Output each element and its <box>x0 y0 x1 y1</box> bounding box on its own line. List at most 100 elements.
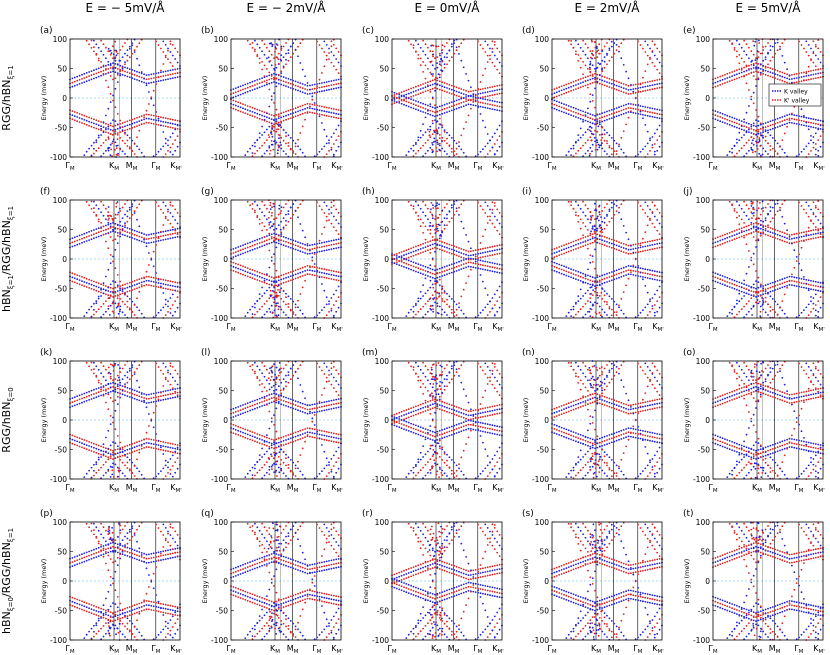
data-point <box>467 240 470 243</box>
data-point <box>793 114 796 116</box>
data-point <box>579 218 582 221</box>
data-point <box>443 270 446 272</box>
data-point <box>460 101 463 104</box>
data-point <box>486 44 489 46</box>
data-point <box>417 43 420 46</box>
data-point <box>276 56 279 59</box>
data-point <box>256 215 259 217</box>
data-point <box>453 52 456 55</box>
data-point <box>277 276 280 279</box>
data-point <box>266 68 268 70</box>
data-point <box>174 289 177 292</box>
data-point <box>311 103 314 106</box>
data-point <box>427 300 429 302</box>
data-point <box>126 49 129 51</box>
data-point <box>462 105 465 107</box>
data-point <box>97 308 100 311</box>
data-point <box>330 297 333 299</box>
data-point <box>251 106 254 109</box>
data-point <box>453 139 456 142</box>
data-point <box>436 114 439 117</box>
data-point <box>767 63 769 66</box>
data-point <box>743 61 745 63</box>
data-point <box>736 50 738 53</box>
data-point <box>268 113 271 115</box>
data-point <box>405 253 408 256</box>
data-point <box>277 239 280 242</box>
data-point <box>726 154 729 156</box>
data-point <box>306 89 309 91</box>
data-point <box>176 212 179 214</box>
data-point <box>761 134 764 137</box>
data-point <box>85 76 88 78</box>
data-point <box>116 286 119 288</box>
data-point <box>102 214 105 217</box>
data-point <box>620 86 623 89</box>
data-point <box>632 88 635 90</box>
data-point <box>268 153 271 155</box>
data-point <box>812 122 815 125</box>
data-point <box>807 117 810 120</box>
data-point <box>819 128 822 130</box>
data-point <box>733 125 736 128</box>
data-point <box>269 60 272 62</box>
data-point <box>105 224 107 227</box>
data-point <box>116 213 119 216</box>
data-point <box>328 273 330 276</box>
data-point <box>316 242 318 245</box>
data-point <box>287 306 290 308</box>
data-point <box>606 114 608 117</box>
data-point <box>788 121 791 124</box>
data-point <box>332 54 335 57</box>
data-point <box>577 87 580 90</box>
data-point <box>455 142 458 145</box>
data-point <box>249 245 251 248</box>
data-point <box>594 87 596 90</box>
data-point <box>152 265 155 268</box>
data-point <box>484 212 487 214</box>
data-point <box>100 66 102 69</box>
data-point <box>436 150 438 153</box>
data-point <box>728 119 731 122</box>
data-point <box>282 227 285 230</box>
data-point <box>119 232 122 235</box>
data-point <box>330 269 333 272</box>
data-point <box>140 80 143 83</box>
data-point <box>131 213 134 216</box>
data-point <box>271 312 274 314</box>
data-point <box>337 296 340 298</box>
data-point <box>138 148 141 151</box>
data-point <box>143 122 145 125</box>
data-point <box>613 300 616 303</box>
data-point <box>254 209 256 212</box>
data-point <box>759 122 762 125</box>
data-point <box>266 218 268 221</box>
data-point <box>608 237 611 240</box>
data-point <box>472 93 475 95</box>
data-point <box>124 142 126 145</box>
data-point <box>309 252 311 255</box>
data-point <box>465 96 467 98</box>
data-point <box>819 68 822 70</box>
data-point <box>740 120 743 122</box>
data-point <box>443 246 446 248</box>
data-point <box>152 250 155 253</box>
data-point <box>119 131 122 133</box>
data-point <box>171 143 174 145</box>
data-point <box>277 78 280 81</box>
data-point <box>470 261 472 264</box>
data-point <box>412 107 415 110</box>
data-point <box>603 240 606 242</box>
data-point <box>465 234 467 236</box>
data-point <box>316 108 318 111</box>
data-point <box>812 118 815 121</box>
data-point <box>613 108 616 110</box>
data-point <box>297 85 299 88</box>
data-point <box>553 256 556 258</box>
data-point <box>237 246 240 248</box>
data-point <box>430 201 433 204</box>
data-point <box>285 213 287 216</box>
data-point <box>594 149 597 151</box>
data-point <box>239 253 242 256</box>
data-point <box>446 303 448 306</box>
